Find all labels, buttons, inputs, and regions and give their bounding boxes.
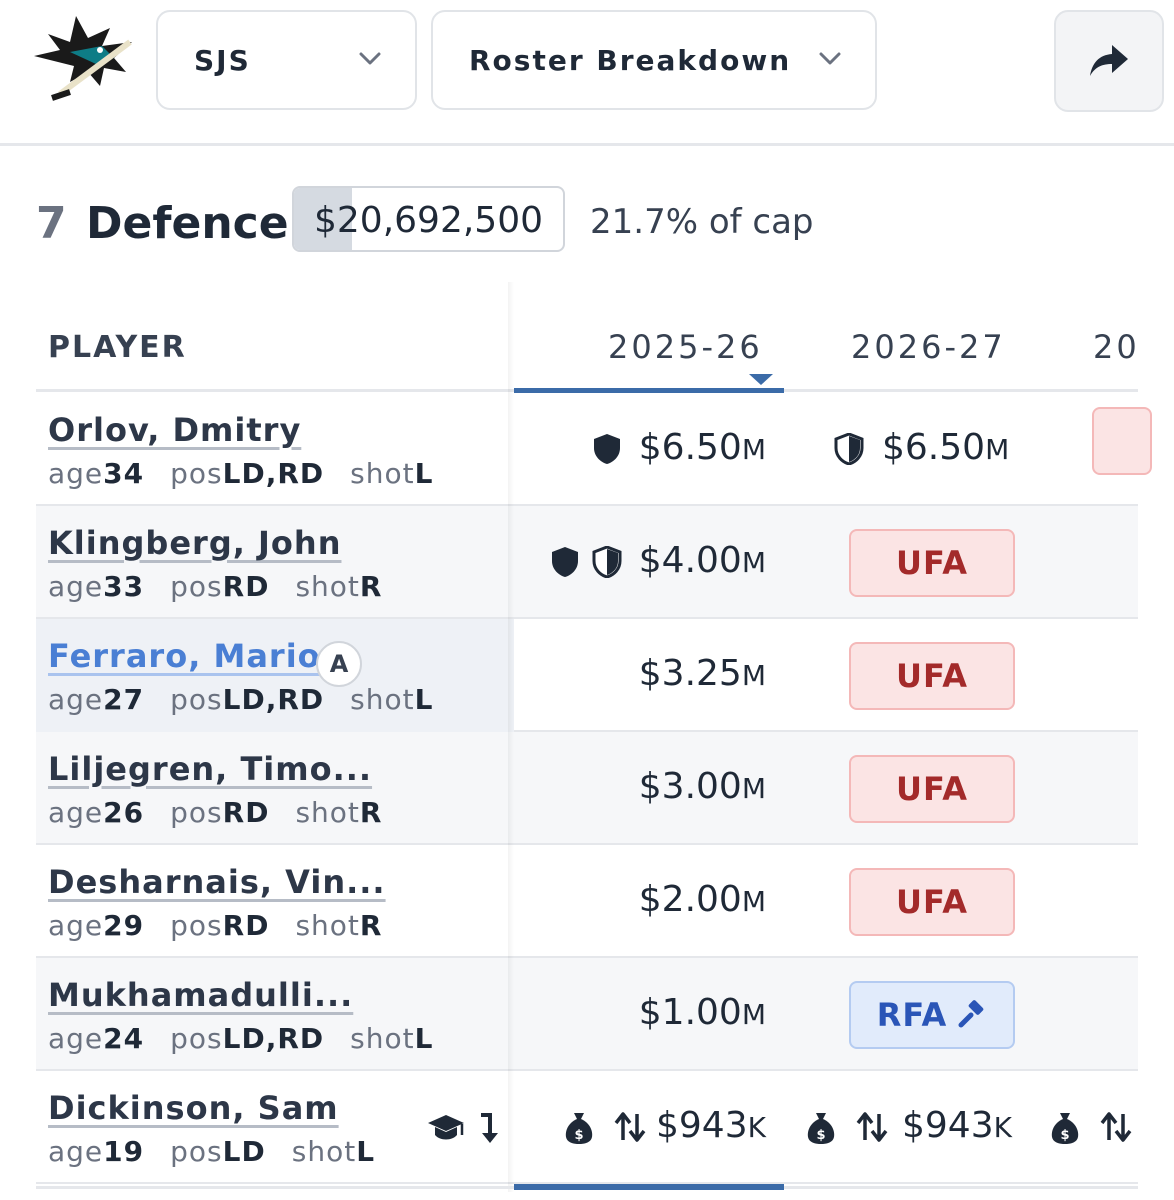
no-trade-clause-icon xyxy=(834,433,864,465)
cap-hit-2026-27: $943K xyxy=(902,1105,1012,1146)
graduation-cap-icon xyxy=(428,1115,464,1140)
cap-hit-2025-26: $3.25M xyxy=(638,653,766,694)
table-row: Liljegren, Timo... age26 posRD shotR $3.00… xyxy=(36,732,1138,845)
column-header-season-2[interactable]: 2026-27 xyxy=(851,328,1006,366)
rfa-label: RFA xyxy=(876,996,948,1034)
share-button[interactable] xyxy=(1054,10,1164,112)
cap-percent: 21.7% of cap xyxy=(590,202,814,242)
player-name-link[interactable]: Orlov, Dmitry xyxy=(48,411,302,449)
player-cell: Desharnais, Vin... age29 posRD shotR xyxy=(36,845,514,958)
no-trade-clause-icon xyxy=(592,546,622,578)
player-info: age27 posLD,RD shotL xyxy=(48,683,434,716)
player-info: age24 posLD,RD shotL xyxy=(48,1022,434,1055)
swap-arrows-icon xyxy=(614,1112,646,1142)
player-name-link[interactable]: Desharnais, Vin... xyxy=(48,863,386,901)
player-cell: Dickinson, Sam age19 posLD shotL xyxy=(36,1071,514,1184)
player-info: age26 posRD shotR xyxy=(48,796,383,829)
money-bag-icon: $ xyxy=(807,1113,835,1144)
alternate-captain-badge: A xyxy=(316,641,362,687)
cap-hit-2025-26: $943K xyxy=(656,1105,766,1146)
chevron-down-icon xyxy=(819,52,841,65)
money-bag-icon: $ xyxy=(565,1113,593,1144)
player-info: age33 posRD shotR xyxy=(48,570,383,603)
section-title: Defence xyxy=(86,198,289,249)
column-header-player[interactable]: PLAYER xyxy=(48,330,187,365)
shark-logo xyxy=(34,16,132,101)
player-cell: Liljegren, Timo... age26 posRD shotR xyxy=(36,732,514,845)
player-info: age29 posRD shotR xyxy=(48,909,383,942)
cap-hit-value: $20,692,500 xyxy=(313,200,544,241)
sort-desc-icon xyxy=(749,374,773,385)
view-select[interactable]: Roster Breakdown xyxy=(431,10,877,110)
table-row: Desharnais, Vin... age29 posRD shotR $2.00… xyxy=(36,845,1138,958)
cap-hit-box: $20,692,500 xyxy=(292,186,565,252)
no-move-clause-icon xyxy=(552,547,578,577)
player-name-link[interactable]: Klingberg, John xyxy=(48,524,342,562)
status-badge xyxy=(1092,407,1152,475)
player-name-link[interactable]: Ferraro, Mario xyxy=(48,637,321,675)
sticky-column-shadow xyxy=(508,282,514,1192)
arrow-down-return-icon xyxy=(481,1113,498,1143)
swap-arrows-icon xyxy=(1100,1112,1132,1142)
active-column-indicator xyxy=(514,388,784,393)
player-cell: Mukhamadulli... age24 posLD,RD shotL xyxy=(36,958,514,1071)
share-arrow-icon xyxy=(1090,45,1128,76)
cap-hit-2025-26: $4.00M xyxy=(638,540,766,581)
column-header-season-3[interactable]: 20 xyxy=(1093,328,1140,366)
ufa-status-badge[interactable]: UFA xyxy=(849,642,1015,710)
top-bar: SJS Roster Breakdown xyxy=(0,0,1174,146)
player-cell: Orlov, Dmitry age34 posLD,RD shotL xyxy=(36,393,514,506)
table-row: Klingberg, John age33 posRD shotR $4.00M U… xyxy=(36,506,1138,619)
gavel-icon xyxy=(958,1000,984,1028)
active-column-indicator-bottom xyxy=(514,1184,784,1190)
ufa-status-badge[interactable]: UFA xyxy=(849,755,1015,823)
player-name-link[interactable]: Mukhamadulli... xyxy=(48,976,354,1014)
cap-hit-2025-26: $1.00M xyxy=(638,992,766,1033)
cap-hit-2025-26: $3.00M xyxy=(638,766,766,807)
player-info: age19 posLD shotL xyxy=(48,1135,376,1168)
player-name-link[interactable]: Liljegren, Timo... xyxy=(48,750,373,788)
svg-text:$: $ xyxy=(816,1128,825,1143)
player-info: age34 posLD,RD shotL xyxy=(48,457,434,490)
ufa-status-badge[interactable]: UFA xyxy=(849,529,1015,597)
view-select-value: Roster Breakdown xyxy=(469,43,792,77)
player-cell: Ferraro, Mario A age27 posLD,RD shotL xyxy=(36,619,514,732)
cap-hit-2025-26: $6.50M xyxy=(638,427,766,468)
section-count: 7 xyxy=(36,198,67,249)
cap-hit-2026-27: $6.50M xyxy=(882,427,1010,468)
player-cell: Klingberg, John age33 posRD shotR xyxy=(36,506,514,619)
table-row: Ferraro, Mario A age27 posLD,RD shotL $3.2… xyxy=(36,619,1138,732)
team-select[interactable]: SJS xyxy=(156,10,417,110)
svg-text:$: $ xyxy=(574,1128,583,1143)
column-header-season-1[interactable]: 2025-26 xyxy=(608,328,763,366)
player-name-link[interactable]: Dickinson, Sam xyxy=(48,1089,339,1127)
rfa-status-badge[interactable]: RFA xyxy=(849,981,1015,1049)
team-select-value: SJS xyxy=(194,43,251,77)
chevron-down-icon xyxy=(359,52,381,65)
swap-arrows-icon xyxy=(856,1112,888,1142)
table-row: Mukhamadulli... age24 posLD,RD shotL $1.00… xyxy=(36,958,1138,1071)
cap-hit-2025-26: $2.00M xyxy=(638,879,766,920)
table-row: Dickinson, Sam age19 posLD shotL $ $943K $… xyxy=(36,1071,1138,1184)
cap-usage-bar xyxy=(294,188,353,250)
table-row: Orlov, Dmitry age34 posLD,RD shotL $6.50M … xyxy=(36,393,1152,506)
no-move-clause-icon xyxy=(594,434,620,464)
money-bag-icon: $ xyxy=(1051,1113,1079,1144)
ufa-status-badge[interactable]: UFA xyxy=(849,868,1015,936)
svg-text:$: $ xyxy=(1060,1128,1069,1143)
